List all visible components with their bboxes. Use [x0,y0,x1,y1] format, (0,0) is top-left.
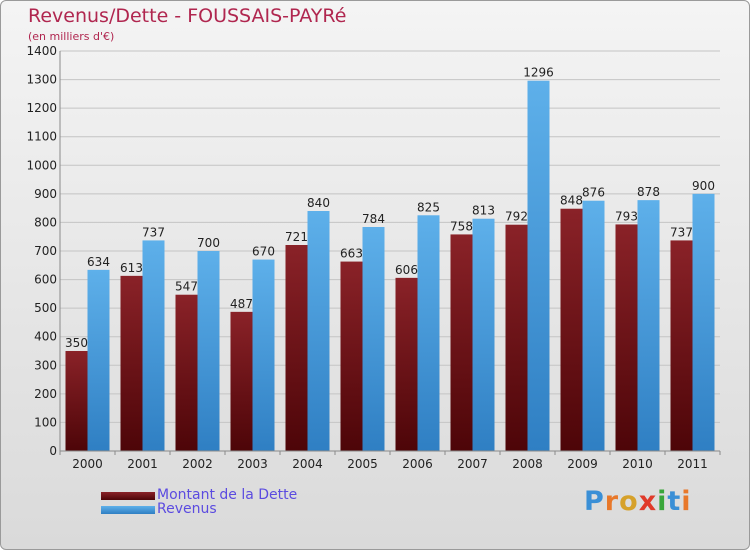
y-tick-label: 1000 [26,158,57,172]
x-tick-label: 2001 [127,457,158,471]
x-tick-label: 2000 [72,457,103,471]
x-tick-label: 2005 [347,457,378,471]
bar-dette [395,277,418,451]
y-tick-label: 200 [34,387,57,401]
data-label-dette: 350 [65,336,88,350]
data-label-dette: 613 [120,261,143,275]
y-tick-label: 1100 [26,130,57,144]
data-label-dette: 487 [230,297,253,311]
y-tick-label: 0 [49,444,57,458]
y-tick-label: 500 [34,301,57,315]
bar-dette [65,351,88,451]
logo-letter: o [619,486,639,517]
logo-letter: t [667,486,682,517]
bar-dette [615,224,638,451]
bar-revenus [692,193,715,451]
logo-letter: P [584,486,605,517]
x-tick-label: 2010 [622,457,653,471]
x-tick-label: 2011 [677,457,708,471]
data-label-revenus: 813 [472,204,495,218]
y-tick-label: 600 [34,273,57,287]
logo-letter: x [638,486,658,517]
data-label-dette: 663 [340,247,363,261]
bars [65,80,715,451]
bar-revenus [362,227,385,451]
data-label-revenus: 900 [692,179,715,193]
x-tick-label: 2007 [457,457,488,471]
data-label-revenus: 700 [197,236,220,250]
bar-revenus [142,240,165,451]
data-label-revenus: 737 [142,225,165,239]
bar-dette [505,224,528,451]
x-tick-label: 2002 [182,457,213,471]
bar-revenus [307,211,330,451]
y-tick-label: 1200 [26,101,57,115]
bar-dette [450,234,473,451]
bar-dette [175,294,198,451]
y-tick-label: 1300 [26,73,57,87]
legend-label-revenus: Revenus [157,501,217,517]
data-label-revenus: 840 [307,196,330,210]
data-label-dette: 721 [285,230,308,244]
y-tick-label: 400 [34,330,57,344]
y-tick-label: 300 [34,358,57,372]
data-label-dette: 737 [670,225,693,239]
bar-dette [230,311,253,451]
data-label-revenus: 825 [417,200,440,214]
y-tick-label: 900 [34,187,57,201]
legend-swatch-revenus [101,506,155,514]
bar-revenus [527,80,550,451]
y-tick-label: 800 [34,215,57,229]
chart-title: Revenus/Dette - FOUSSAIS-PAYRé [28,5,347,27]
data-labels: 350 634 613 737 547 700 487 670 721 840 663 784 606 8… [65,66,715,350]
logo-letter: i [657,486,668,517]
bar-revenus [87,269,110,451]
data-label-dette: 793 [615,209,638,223]
bar-dette [120,275,143,451]
bar-dette [285,245,308,451]
y-tick-label: 100 [34,415,57,429]
logo-letter: i [681,486,692,517]
data-label-revenus: 876 [582,186,605,200]
data-label-dette: 606 [395,263,418,277]
bar-revenus [637,200,660,451]
bar-dette [670,240,693,451]
legend-swatch-debt [101,492,155,500]
x-tick-label: 2006 [402,457,433,471]
logo-letter: r [604,486,620,517]
bar-revenus [582,200,605,451]
data-label-dette: 848 [560,194,583,208]
legend-label-debt: Montant de la Dette [157,487,298,503]
data-label-dette: 758 [450,219,473,233]
x-tick-label: 2004 [292,457,323,471]
x-tick-label: 2009 [567,457,598,471]
data-label-revenus: 670 [252,245,275,259]
x-tick-label: 2003 [237,457,268,471]
bar-revenus [472,218,495,451]
chart-subtitle: (en milliers d'€) [28,30,115,43]
data-label-dette: 547 [175,280,198,294]
data-label-dette: 792 [505,210,528,224]
axes: 0 100 200 300 400 500 600 700 800 900 1000 1100 1200… [26,44,721,471]
bar-revenus [417,215,440,451]
bar-dette [560,208,583,451]
data-label-revenus: 784 [362,212,385,226]
bar-dette [340,261,363,451]
bar-revenus [197,251,220,451]
x-tick-label: 2008 [512,457,543,471]
bar-revenus [252,259,275,451]
data-label-revenus: 634 [87,255,110,269]
proxiti-logo: Proxiti [584,486,692,517]
y-tick-label: 1400 [26,44,57,58]
y-tick-label: 700 [34,244,57,258]
gridlines [60,50,720,452]
data-label-revenus: 1296 [523,66,554,80]
data-label-revenus: 878 [637,185,660,199]
